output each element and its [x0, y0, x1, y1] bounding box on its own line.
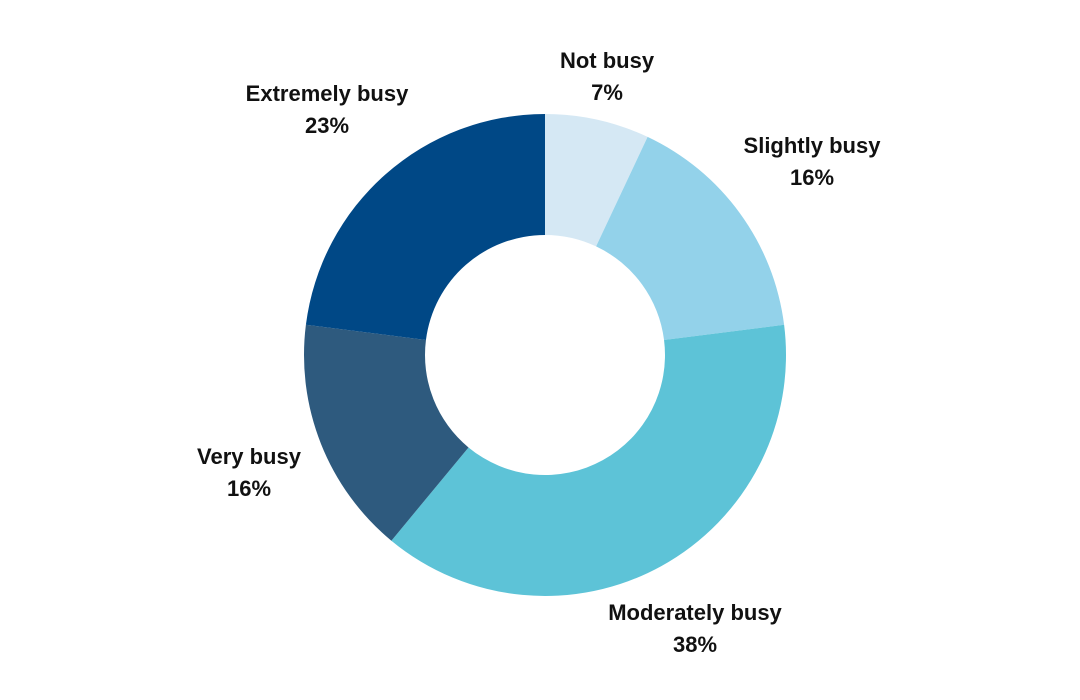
slice-label-not-busy: Not busy	[560, 48, 655, 73]
slice-label-very-busy: Very busy	[197, 444, 302, 469]
slice-extremely-busy	[305, 114, 545, 340]
slice-value-not-busy: 7%	[591, 80, 623, 105]
slice-label-moderately-busy: Moderately busy	[608, 600, 782, 625]
slice-moderately-busy	[391, 324, 787, 597]
slice-slightly-busy	[596, 136, 785, 340]
slice-label-extremely-busy: Extremely busy	[246, 81, 409, 106]
slice-value-moderately-busy: 38%	[673, 632, 717, 657]
slice-label-slightly-busy: Slightly busy	[744, 133, 882, 158]
donut-slices	[304, 114, 787, 597]
slice-value-slightly-busy: 16%	[790, 165, 834, 190]
slice-value-extremely-busy: 23%	[305, 113, 349, 138]
slice-not-busy	[545, 114, 648, 247]
slice-very-busy	[304, 324, 469, 541]
slice-value-very-busy: 16%	[227, 476, 271, 501]
slice-labels: Not busy 7% Slightly busy 16% Moderately bus…	[197, 48, 881, 657]
